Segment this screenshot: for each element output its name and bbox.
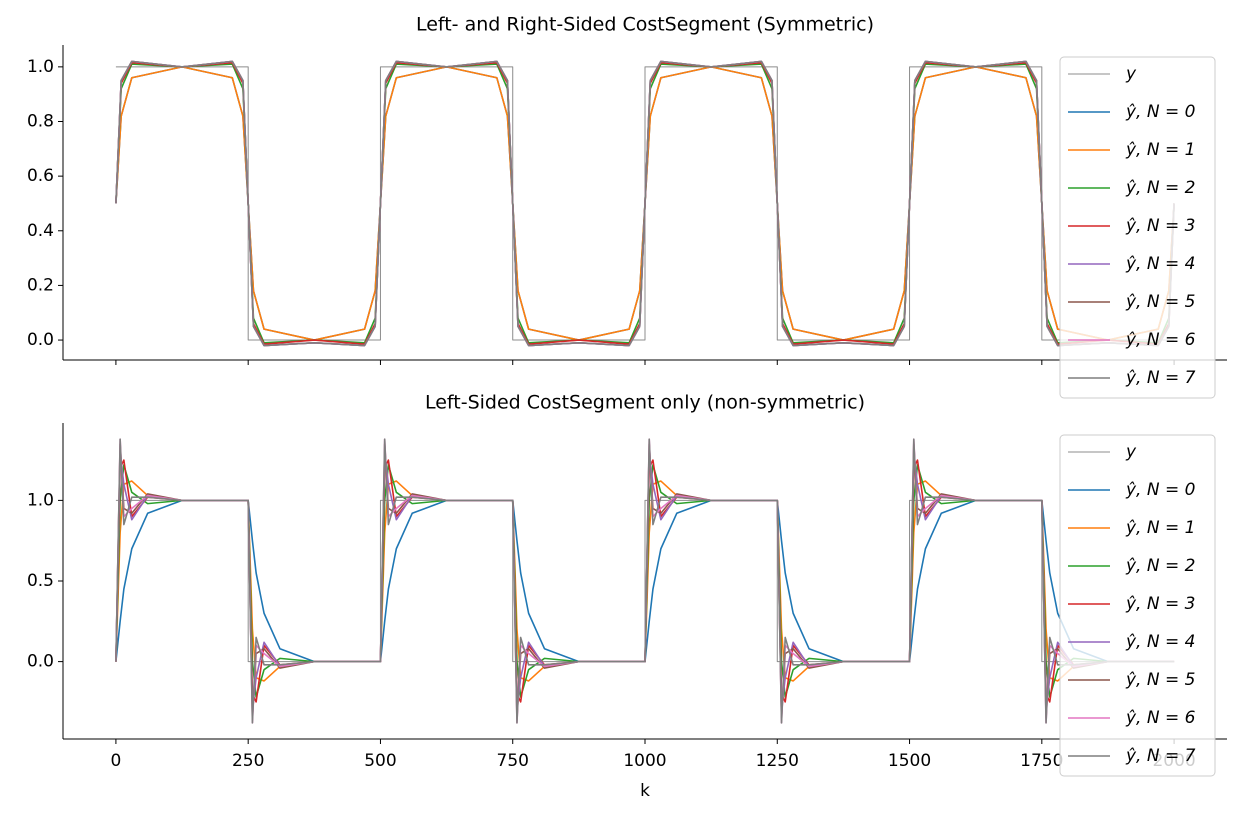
y-tick-label: 0.4 bbox=[27, 221, 54, 241]
x-tick-label: 500 bbox=[364, 751, 396, 771]
y-tick-label: 0.0 bbox=[27, 652, 54, 672]
legend-label: ŷ, N = 3 bbox=[1125, 216, 1195, 236]
x-tick-label: 250 bbox=[232, 751, 264, 771]
legend: y ŷ, N = 0 ŷ, N = 1 ŷ, N = 2 ŷ, N = 3 ŷ, N = … bbox=[1059, 56, 1216, 399]
subplot: Left-Sided CostSegment only (non-symmetr… bbox=[27, 392, 1227, 801]
legend-label: ŷ, N = 5 bbox=[1125, 292, 1195, 312]
legend-label: ŷ, N = 1 bbox=[1125, 518, 1195, 538]
y-tick-label: 1.0 bbox=[27, 57, 54, 77]
legend-label: ŷ, N = 0 bbox=[1125, 480, 1195, 500]
x-tick-label: 0 bbox=[110, 751, 121, 771]
x-tick-label: 750 bbox=[497, 751, 529, 771]
legend-label: ŷ, N = 0 bbox=[1125, 102, 1195, 122]
legend-label: ŷ, N = 5 bbox=[1125, 670, 1195, 690]
subplot-title: Left- and Right-Sided CostSegment (Symme… bbox=[416, 14, 874, 36]
legend-label: ŷ, N = 2 bbox=[1125, 178, 1195, 198]
y-tick-label: 0.2 bbox=[27, 275, 54, 295]
x-tick-label: 1750 bbox=[1020, 751, 1063, 771]
subplot-title: Left-Sided CostSegment only (non-symmetr… bbox=[425, 392, 865, 414]
x-tick-label: 1000 bbox=[623, 751, 666, 771]
legend-label: ŷ, N = 4 bbox=[1125, 632, 1195, 652]
x-axis-label: k bbox=[640, 781, 650, 801]
legend-label: ŷ, N = 6 bbox=[1125, 708, 1196, 728]
legend-label: ŷ, N = 7 bbox=[1125, 746, 1196, 766]
y-tick-label: 0.8 bbox=[27, 111, 54, 131]
legend-label: ŷ, N = 6 bbox=[1125, 330, 1196, 350]
x-tick-label: 1250 bbox=[756, 751, 799, 771]
legend-label: ŷ, N = 2 bbox=[1125, 556, 1195, 576]
legend-label: ŷ, N = 3 bbox=[1125, 594, 1195, 614]
lines bbox=[115, 438, 1175, 724]
legend-label: y bbox=[1125, 442, 1137, 462]
subplot: Left- and Right-Sided CostSegment (Symme… bbox=[27, 14, 1227, 399]
lines bbox=[115, 60, 1175, 347]
legend-label: ŷ, N = 4 bbox=[1125, 254, 1195, 274]
y-tick-label: 1.0 bbox=[27, 490, 54, 510]
legend-box bbox=[1059, 434, 1216, 777]
legend: y ŷ, N = 0 ŷ, N = 1 ŷ, N = 2 ŷ, N = 3 ŷ, N = … bbox=[1059, 434, 1216, 777]
legend-box bbox=[1059, 56, 1216, 399]
legend-label: ŷ, N = 7 bbox=[1125, 368, 1196, 388]
x-tick-label: 1500 bbox=[888, 751, 931, 771]
legend-label: ŷ, N = 1 bbox=[1125, 140, 1195, 160]
series-line bbox=[115, 438, 1175, 724]
legend-label: y bbox=[1125, 64, 1137, 84]
y-tick-label: 0.6 bbox=[27, 166, 54, 186]
series-line bbox=[115, 60, 1175, 347]
y-tick-label: 0.5 bbox=[27, 571, 54, 591]
y-tick-label: 0.0 bbox=[27, 330, 54, 350]
